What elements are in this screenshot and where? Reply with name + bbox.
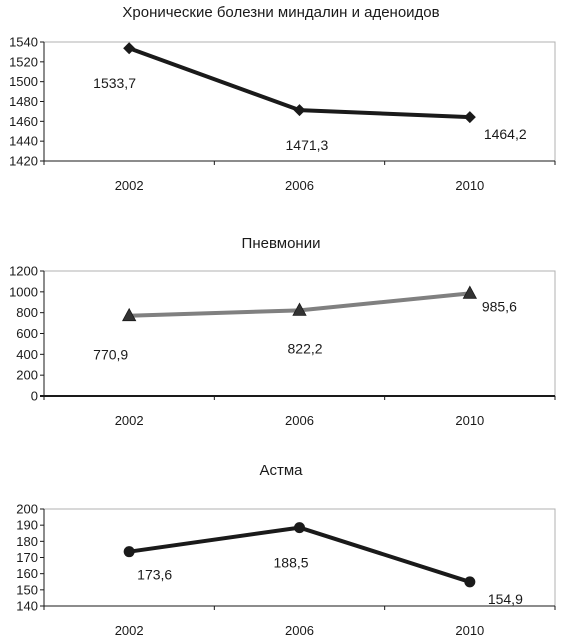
chart-2-data-label: 770,9 bbox=[93, 347, 128, 363]
chart-3-x-tick-label: 2006 bbox=[285, 623, 314, 638]
chart-2-plot-area bbox=[43, 270, 556, 397]
chart-2-y-tick-label: 400 bbox=[16, 347, 38, 362]
chart-3-point-marker bbox=[464, 576, 476, 588]
chart-3-data-label: 188,5 bbox=[274, 555, 309, 571]
chart-1-y-tick-label: 1460 bbox=[9, 114, 38, 129]
chart-3-title: Астма bbox=[259, 462, 303, 479]
chart-2-x-tick-label: 2002 bbox=[115, 413, 144, 428]
chart-1-x-tick-label: 2006 bbox=[285, 178, 314, 193]
chart-3-y-tick-label: 150 bbox=[16, 582, 38, 597]
chart-2-data-label: 822,2 bbox=[288, 340, 323, 356]
chart-2-point-marker bbox=[292, 302, 307, 316]
chart-1-data-label: 1533,7 bbox=[93, 75, 136, 91]
chart-3-point-marker bbox=[123, 546, 135, 558]
chart-2-point-marker bbox=[462, 285, 478, 299]
chart-2-y-tick-label: 1000 bbox=[9, 284, 38, 299]
chart-2-x-tick-label: 2010 bbox=[455, 413, 484, 428]
chart-1-y-tick-label: 1540 bbox=[9, 35, 38, 50]
chart-1-y-tick-label: 1420 bbox=[9, 154, 38, 169]
chart-3-y-tick-label: 160 bbox=[16, 566, 38, 581]
chart-1-y-tick-label: 1500 bbox=[9, 74, 38, 89]
chart-3-y-tick-label: 140 bbox=[16, 599, 38, 614]
chart-2-y-tick-label: 0 bbox=[31, 389, 38, 404]
chart-2-y-tick-label: 600 bbox=[16, 326, 38, 341]
chart-2-y-tick-label: 200 bbox=[16, 368, 38, 383]
chart-2-y-tick-label: 1200 bbox=[9, 264, 38, 279]
chart-3-x-tick-label: 2002 bbox=[115, 623, 144, 638]
chart-1-point-marker bbox=[463, 111, 476, 124]
chart-3-x-tick-label: 2010 bbox=[455, 623, 484, 638]
chart-1-x-tick-label: 2002 bbox=[115, 178, 144, 193]
chart-3-data-label: 154,9 bbox=[488, 591, 523, 607]
chart-3-y-tick-label: 170 bbox=[16, 550, 38, 565]
chart-3-y-tick-label: 190 bbox=[16, 518, 38, 533]
chart-3-y-tick-label: 180 bbox=[16, 534, 38, 549]
chart-1-y-tick-label: 1480 bbox=[9, 94, 38, 109]
chart-1-title: Хронические болезни миндалин и аденоидов bbox=[122, 4, 440, 21]
chart-3-point-marker bbox=[294, 522, 305, 534]
chart-2-data-label: 985,6 bbox=[482, 298, 517, 314]
chart-2-point-marker bbox=[121, 307, 137, 322]
chart-3-y-tick-label: 200 bbox=[16, 502, 38, 517]
chart-2-title: Пневмонии bbox=[241, 235, 321, 252]
chart-2-y-tick-label: 800 bbox=[16, 305, 38, 320]
chart-1-data-label: 1471,3 bbox=[286, 137, 329, 153]
chart-1-point-marker bbox=[293, 104, 306, 117]
chart-1-y-tick-label: 1520 bbox=[9, 54, 38, 69]
chart-3-data-label: 173,6 bbox=[137, 567, 172, 583]
chart-1-data-label: 1464,2 bbox=[484, 126, 527, 142]
chart-1-x-tick-label: 2010 bbox=[455, 178, 484, 193]
chart-1-point-marker bbox=[123, 42, 136, 55]
chart-2-x-tick-label: 2006 bbox=[285, 413, 314, 428]
chart-1-y-tick-label: 1440 bbox=[9, 134, 38, 149]
